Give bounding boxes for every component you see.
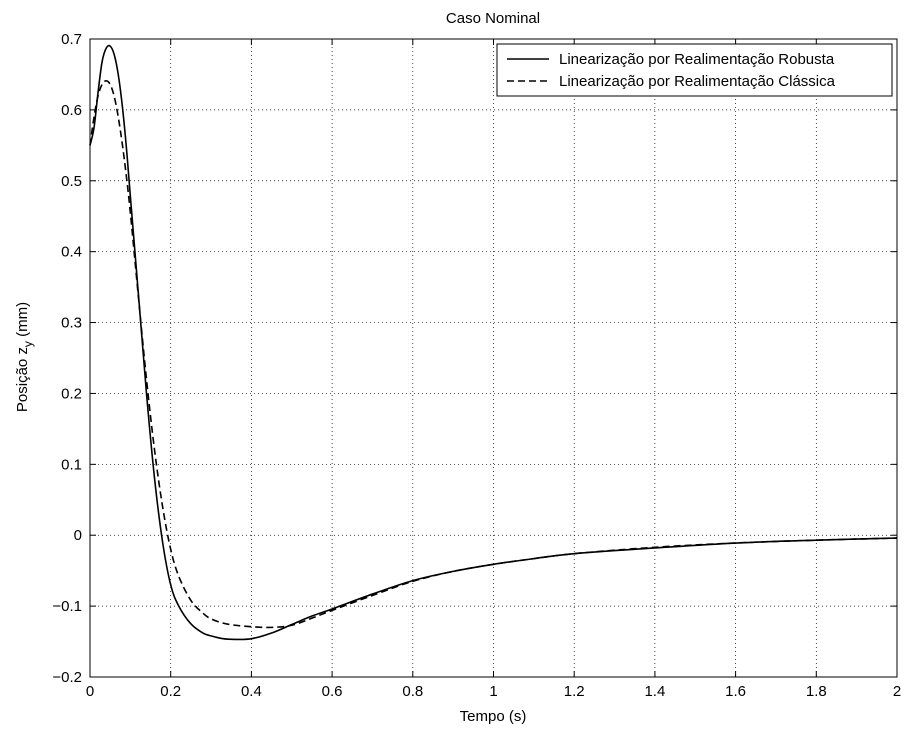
grid-lines bbox=[90, 39, 897, 677]
y-tick-label: 0.5 bbox=[61, 173, 82, 190]
y-tick-label: 0.7 bbox=[61, 31, 82, 48]
y-tick-label: 0.6 bbox=[61, 102, 82, 119]
x-tick-label: 0.8 bbox=[402, 683, 423, 700]
x-tick-label: 2 bbox=[893, 683, 901, 700]
x-tick-label: 1.8 bbox=[806, 683, 827, 700]
x-tick-label: 0.6 bbox=[322, 683, 343, 700]
y-tick-label: 0.1 bbox=[61, 456, 82, 473]
y-axis-title-unit: (mm) bbox=[14, 302, 31, 341]
legend-box bbox=[496, 43, 893, 97]
x-axis-title: Tempo (s) bbox=[460, 708, 527, 725]
x-tick-label: 1.4 bbox=[644, 683, 665, 700]
legend-label-robusta: Linearização por Realimentação Robusta bbox=[559, 51, 835, 68]
y-tick-label: 0.2 bbox=[61, 385, 82, 402]
y-tick-label: −0.1 bbox=[52, 598, 82, 615]
y-tick-label: 0 bbox=[74, 527, 82, 544]
y-axis-title-main: Posição z bbox=[14, 347, 31, 412]
chart-title: Caso Nominal bbox=[446, 10, 540, 27]
y-axis-title-subscript: y bbox=[21, 341, 35, 347]
x-tick-label: 1.2 bbox=[564, 683, 585, 700]
y-tick-label: 0.4 bbox=[61, 244, 82, 261]
y-axis-title: Posição zy (mm) bbox=[14, 302, 35, 412]
x-tick-label: 0 bbox=[86, 683, 94, 700]
axis-ticks: 0 0.2 0.4 0.6 0.8 1 1.2 1.4 1.6 1.8 2 −0.2 −0.1 0 0.1 0… bbox=[52, 31, 901, 700]
series-line-1 bbox=[89, 80, 898, 629]
x-tick-label: 1.6 bbox=[725, 683, 746, 700]
legend: Linearização por Realimentação Robusta L… bbox=[496, 43, 893, 97]
legend-label-classica: Linearização por Realimentação Clássica bbox=[559, 73, 836, 90]
x-tick-label: 1 bbox=[489, 683, 497, 700]
series-lines bbox=[89, 44, 898, 641]
x-tick-label: 0.2 bbox=[160, 683, 181, 700]
y-tick-label: −0.2 bbox=[52, 669, 82, 686]
x-tick-label: 0.4 bbox=[241, 683, 262, 700]
y-tick-label: 0.3 bbox=[61, 315, 82, 332]
